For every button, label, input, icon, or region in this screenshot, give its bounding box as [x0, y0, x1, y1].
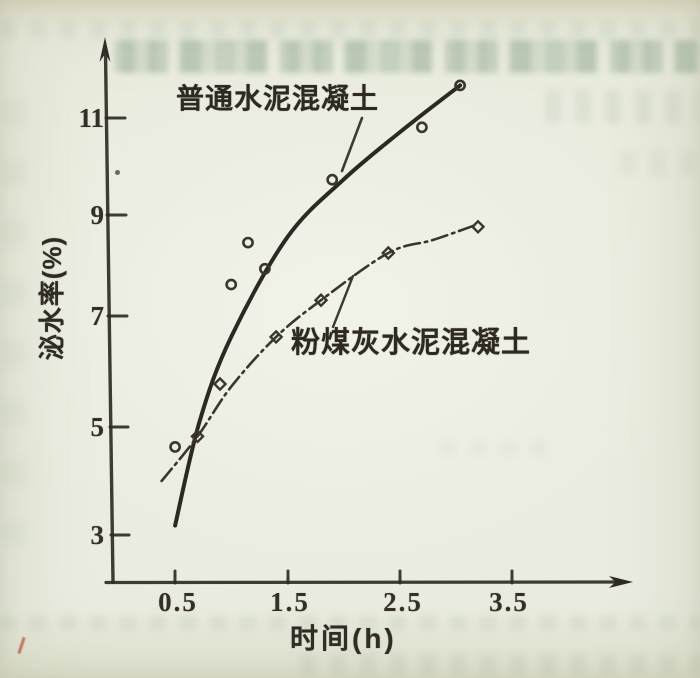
x-tick-label-3.5: 3.5	[489, 587, 529, 617]
y-axis-arrowhead	[99, 37, 111, 62]
circle-marker	[258, 262, 271, 275]
y-axis-title: 泌水率(%)	[37, 235, 67, 361]
annotation-series1-label: 普通水泥混凝土	[176, 83, 380, 114]
y-tick-label-7: 7	[90, 301, 105, 331]
annotation-leader-series1	[340, 116, 364, 173]
trend-curve-ordinary-concrete	[173, 83, 463, 528]
ink-speck	[115, 170, 120, 175]
circle-marker	[242, 236, 254, 249]
diamond-marker	[212, 376, 228, 392]
annotation-series2-label: 粉煤灰水泥混凝土	[291, 327, 532, 359]
x-axis-ticks	[173, 569, 514, 585]
y-axis-ticks	[104, 116, 131, 537]
x-axis-arrowhead	[609, 576, 633, 588]
circle-marker	[326, 173, 339, 186]
circle-marker	[225, 278, 238, 291]
x-tick-label-0.5: 0.5	[158, 587, 198, 617]
y-tick-label-11: 11	[78, 103, 104, 133]
circle-marker	[169, 440, 181, 453]
annotation-leader-series2	[331, 274, 355, 329]
circle-marker	[454, 79, 466, 92]
diamond-marker	[190, 429, 205, 444]
diamond-marker	[381, 245, 396, 261]
circle-marker	[415, 121, 428, 134]
data-points-ordinary-concrete	[169, 79, 466, 453]
y-tick-label-5: 5	[90, 412, 105, 442]
diamond-marker	[313, 292, 329, 308]
diamond-marker	[470, 219, 486, 235]
x-axis-title: 时间(h)	[290, 623, 397, 654]
x-tick-label-2.5: 2.5	[383, 587, 423, 617]
data-points-flyash-concrete	[190, 219, 486, 444]
y-tick-label-3: 3	[90, 520, 105, 550]
x-axis-line	[104, 580, 623, 585]
diamond-marker	[268, 329, 284, 345]
y-tick-label-9: 9	[90, 200, 105, 230]
x-tick-label-1.5: 1.5	[270, 587, 310, 617]
trend-curve-flyash-concrete	[160, 222, 480, 483]
